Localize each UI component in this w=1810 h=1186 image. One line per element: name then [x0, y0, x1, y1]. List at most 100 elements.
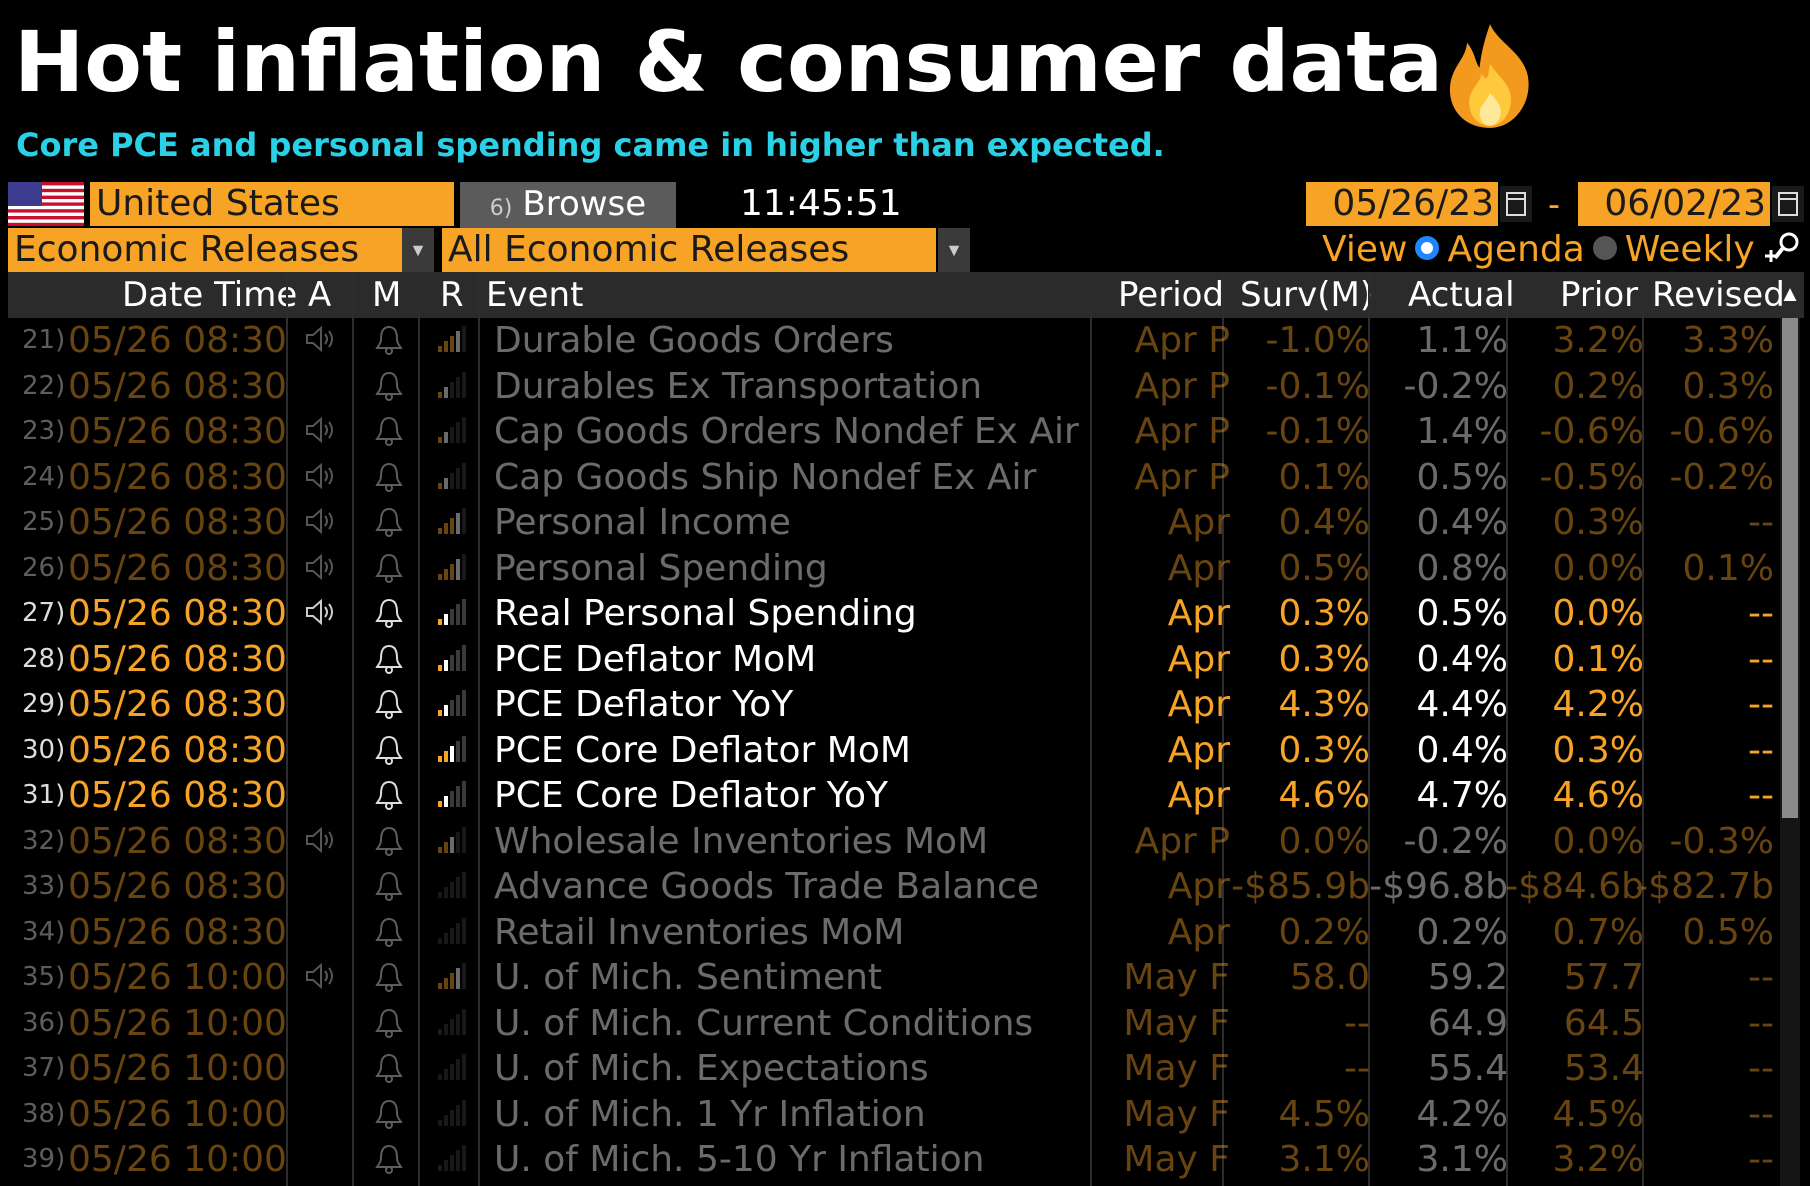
- row-event[interactable]: Real Personal Spending: [494, 593, 917, 634]
- row-datetime: 05/26 08:30: [68, 411, 287, 452]
- row-event[interactable]: PCE Deflator MoM: [494, 638, 817, 680]
- chevron-down-icon[interactable]: ▼: [938, 228, 970, 272]
- speaker-icon[interactable]: [304, 415, 338, 450]
- row-prior: 4.2%: [1552, 684, 1644, 725]
- table-row[interactable]: 32) 05/26 08:30 Wholesale Inventories MoM A…: [8, 819, 1778, 864]
- row-index: 32): [22, 825, 66, 856]
- bell-icon[interactable]: [374, 688, 404, 725]
- table-row[interactable]: 28) 05/26 08:30 PCE Deflator MoM Apr 0.3% 0.4…: [8, 637, 1778, 682]
- bell-icon[interactable]: [374, 870, 404, 907]
- row-event[interactable]: Advance Goods Trade Balance: [494, 866, 1039, 907]
- speaker-icon[interactable]: [304, 506, 338, 541]
- weekly-radio[interactable]: [1592, 236, 1617, 260]
- row-event[interactable]: Durable Goods Orders: [494, 320, 894, 361]
- speaker-icon[interactable]: [304, 825, 338, 860]
- row-actual: -$96.8b: [1369, 866, 1508, 907]
- row-event[interactable]: PCE Core Deflator YoY: [494, 775, 889, 816]
- table-row[interactable]: 29) 05/26 08:30 PCE Deflator YoY Apr 4.3% 4.4…: [8, 682, 1778, 727]
- col-m[interactable]: M: [372, 275, 402, 315]
- relevance-icon: [436, 825, 470, 860]
- bell-icon[interactable]: [374, 1007, 404, 1044]
- row-event[interactable]: PCE Deflator YoY: [494, 684, 794, 725]
- speaker-icon[interactable]: [304, 324, 338, 359]
- table-row[interactable]: 33) 05/26 08:30 Advance Goods Trade Balanc…: [8, 864, 1778, 909]
- speaker-icon[interactable]: [304, 461, 338, 496]
- bell-icon[interactable]: [374, 779, 404, 816]
- row-event[interactable]: Retail Inventories MoM: [494, 911, 905, 953]
- scroll-up-icon[interactable]: ▲: [1779, 281, 1801, 306]
- category-dropdown[interactable]: Economic Releases: [8, 228, 402, 272]
- row-event[interactable]: U. of Mich. 1 Yr Inflation: [494, 1093, 926, 1135]
- bell-icon[interactable]: [374, 1098, 404, 1135]
- table-row[interactable]: 37) 05/26 10:00 U. of Mich. Expectations Ma…: [8, 1046, 1778, 1091]
- calendar-icon[interactable]: [1772, 186, 1804, 222]
- bell-icon[interactable]: [374, 324, 404, 361]
- agenda-radio[interactable]: [1415, 236, 1440, 260]
- row-event[interactable]: PCE Core Deflator MoM: [494, 729, 911, 771]
- row-event[interactable]: Personal Income: [494, 502, 791, 543]
- bell-icon[interactable]: [374, 415, 404, 452]
- row-actual: 4.7%: [1416, 775, 1508, 816]
- table-row[interactable]: 27) 05/26 08:30 Real Personal Spending Apr 0…: [8, 591, 1778, 636]
- row-event[interactable]: Durables Ex Transportation: [494, 365, 983, 407]
- row-revised: -0.2%: [1669, 456, 1774, 498]
- country-field[interactable]: United States: [90, 182, 454, 226]
- browse-button[interactable]: 6) Browse: [460, 182, 676, 231]
- bell-icon[interactable]: [374, 597, 404, 634]
- row-event[interactable]: Cap Goods Orders Nondef Ex Air: [494, 411, 1079, 452]
- bell-icon[interactable]: [374, 1143, 404, 1180]
- scrollbar-thumb[interactable]: [1782, 318, 1798, 818]
- speaker-icon[interactable]: [304, 961, 338, 996]
- row-event[interactable]: U. of Mich. 5-10 Yr Inflation: [494, 1139, 985, 1180]
- table-row[interactable]: 31) 05/26 08:30 PCE Core Deflator YoY Apr 4.…: [8, 773, 1778, 818]
- bell-icon[interactable]: [374, 506, 404, 543]
- bell-icon[interactable]: [374, 643, 404, 680]
- chevron-down-icon[interactable]: ▼: [402, 228, 434, 272]
- table-row[interactable]: 36) 05/26 10:00 U. of Mich. Current Condit…: [8, 1001, 1778, 1046]
- col-r[interactable]: R: [440, 275, 464, 315]
- col-event[interactable]: Event: [486, 275, 584, 315]
- row-survey: 0.5%: [1278, 547, 1370, 589]
- col-revised[interactable]: Revised: [1652, 275, 1785, 315]
- bell-icon[interactable]: [374, 370, 404, 407]
- bell-icon[interactable]: [374, 461, 404, 498]
- filter-dropdown[interactable]: All Economic Releases: [442, 228, 936, 272]
- row-event[interactable]: U. of Mich. Sentiment: [494, 957, 883, 998]
- table-row[interactable]: 21) 05/26 08:30 Durable Goods Orders Apr P-…: [8, 318, 1778, 363]
- bell-icon[interactable]: [374, 552, 404, 589]
- bell-icon[interactable]: [374, 1052, 404, 1089]
- row-event[interactable]: U. of Mich. Expectations: [494, 1048, 929, 1089]
- bell-icon[interactable]: [374, 961, 404, 998]
- table-row[interactable]: 30) 05/26 08:30 PCE Core Deflator MoM Apr 0.…: [8, 728, 1778, 773]
- table-row[interactable]: 38) 05/26 10:00 U. of Mich. 1 Yr Inflation…: [8, 1092, 1778, 1137]
- table-row[interactable]: 39) 05/26 10:00 U. of Mich. 5-10 Yr Inflat…: [8, 1137, 1778, 1182]
- bell-icon[interactable]: [374, 916, 404, 953]
- col-actual[interactable]: Actual: [1408, 275, 1515, 315]
- col-a[interactable]: A: [308, 275, 332, 315]
- bell-icon[interactable]: [374, 825, 404, 862]
- row-event[interactable]: Personal Spending: [494, 547, 828, 589]
- table-row[interactable]: 24) 05/26 08:30 Cap Goods Ship Nondef Ex A…: [8, 455, 1778, 500]
- zoom-icon[interactable]: [1763, 230, 1803, 266]
- row-event[interactable]: Cap Goods Ship Nondef Ex Air: [494, 456, 1037, 498]
- calendar-icon[interactable]: [1500, 186, 1532, 222]
- row-event[interactable]: Wholesale Inventories MoM: [494, 820, 989, 862]
- table-row[interactable]: 26) 05/26 08:30 Personal Spending Apr 0.5% 0.…: [8, 546, 1778, 591]
- weekly-label[interactable]: Weekly: [1624, 229, 1755, 270]
- row-event[interactable]: U. of Mich. Current Conditions: [494, 1002, 1034, 1044]
- bell-icon[interactable]: [374, 734, 404, 771]
- table-row[interactable]: 25) 05/26 08:30 Personal Income Apr 0.4% 0.4%…: [8, 500, 1778, 545]
- table-row[interactable]: 23) 05/26 08:30 Cap Goods Orders Nondef Ex…: [8, 409, 1778, 454]
- speaker-icon[interactable]: [304, 597, 338, 632]
- agenda-label[interactable]: Agenda: [1447, 229, 1585, 270]
- table-row[interactable]: 35) 05/26 10:00 U. of Mich. Sentiment May F…: [8, 955, 1778, 1000]
- col-datetime[interactable]: Date Time: [122, 275, 298, 315]
- speaker-icon[interactable]: [304, 552, 338, 587]
- col-period[interactable]: Period: [1118, 275, 1225, 315]
- table-row[interactable]: 22) 05/26 08:30 Durables Ex Transportation…: [8, 364, 1778, 409]
- date-from-field[interactable]: 05/26/23: [1306, 182, 1498, 226]
- table-row[interactable]: 34) 05/26 08:30 Retail Inventories MoM Apr 0…: [8, 910, 1778, 955]
- col-prior[interactable]: Prior: [1560, 275, 1639, 315]
- col-survey[interactable]: Surv(M): [1240, 275, 1374, 315]
- date-to-field[interactable]: 06/02/23: [1578, 182, 1770, 226]
